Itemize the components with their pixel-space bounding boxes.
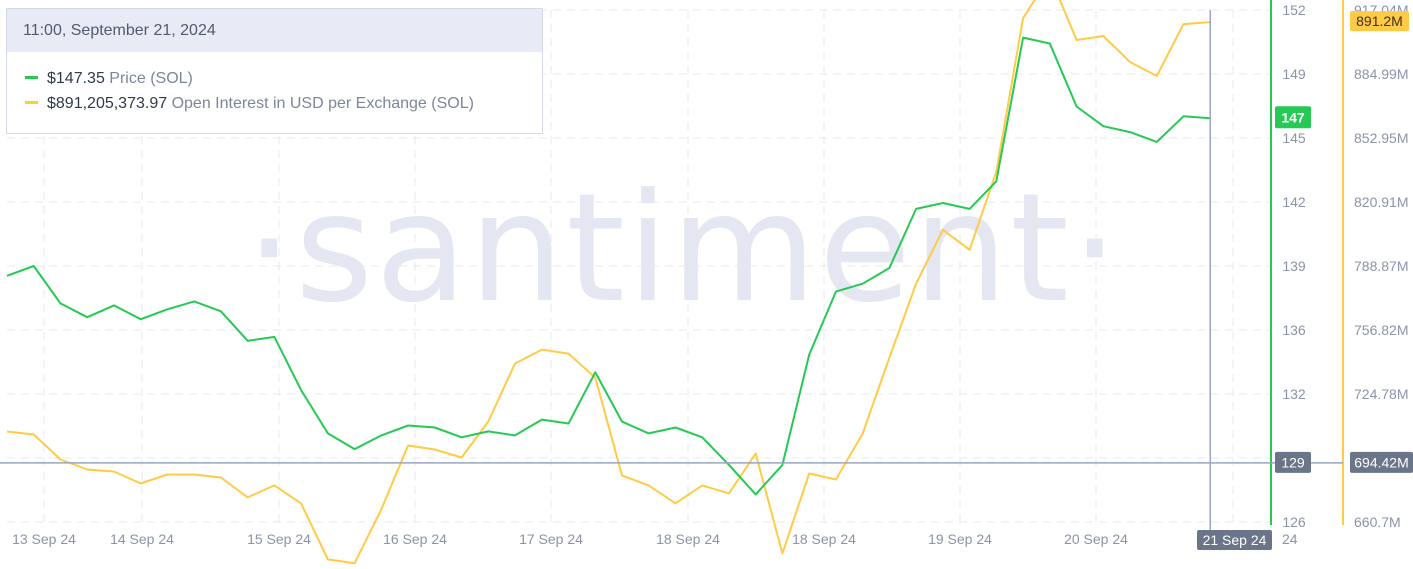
price-tick-label: 132 [1282,386,1306,402]
tooltip-datetime: 11:00, September 21, 2024 [7,9,542,52]
open-interest-tick-label: 724.78M [1354,386,1408,402]
open-interest-cursor-badge-bg [1350,451,1413,473]
open-interest-current-badge-text: 891.2M [1356,13,1403,29]
open-interest-cursor-badge: 694.42M [1350,451,1413,473]
open-interest-cursor-badge-text: 694.42M [1354,454,1408,470]
open-interest-current-badge: 891.2M [1350,11,1409,32]
tooltip-oi-label: Open Interest in USD per Exchange (SOL) [171,95,474,112]
price-line [6,36,1211,496]
x-tick-label: 18 Sep 24 [656,531,720,547]
price-cursor-badge: 129 [1275,451,1311,473]
price-tick-label: 152 [1282,2,1306,18]
x-tick-label: 13 Sep 24 [12,531,76,547]
axis-badges: 147 891.2M 129 694.42M 21 Sep 24 [1197,11,1413,550]
tooltip-row-price: $147.35 Price (SOL) [7,66,542,91]
open-interest-tick-label: 884.99M [1354,66,1408,82]
price-axis-ticks: 152 149 145 142 139 136 132 129 126 [1282,2,1306,530]
tooltip-oi-value: $891,205,373.97 [47,95,168,112]
open-interest-legend-swatch [25,100,38,104]
price-current-badge-bg [1275,106,1311,129]
open-interest-current-badge-bg [1350,11,1409,32]
x-tick-label: 17 Sep 24 [519,531,583,547]
x-tick-label: 14 Sep 24 [110,531,174,547]
x-tick-label: 15 Sep 24 [247,531,311,547]
date-cursor-badge-bg [1197,530,1272,550]
tooltip-price-label: Price (SOL) [109,70,193,87]
axes [1270,0,1344,525]
open-interest-tick-label: 852.95M [1354,130,1408,146]
price-tick-label: 149 [1282,66,1306,82]
x-tick-label: 18 Sep 24 [792,531,856,547]
price-legend-swatch [25,75,38,79]
chart-tooltip: 11:00, September 21, 2024 $147.35 Price … [6,8,543,134]
price-current-badge: 147 [1275,106,1311,129]
x-axis-ticks: 13 Sep 24 14 Sep 24 15 Sep 24 16 Sep 24 17 S… [12,531,1298,547]
open-interest-tick-label: 756.82M [1354,322,1408,338]
price-tick-label: 142 [1282,194,1306,210]
tooltip-price-value: $147.35 [47,70,105,87]
price-tick-label: 145 [1282,130,1306,146]
x-tick-label: 19 Sep 24 [928,531,992,547]
price-cursor-badge-bg [1275,451,1311,473]
price-tick-label: 139 [1282,258,1306,274]
x-tick-label: 16 Sep 24 [383,531,447,547]
date-cursor-badge: 21 Sep 24 [1197,530,1272,550]
open-interest-tick-label: 820.91M [1354,194,1408,210]
price-cursor-badge-text: 129 [1281,454,1305,470]
open-interest-tick-label: 788.87M [1354,258,1408,274]
series-layer [6,0,1211,565]
x-tick-label-trailing: 24 [1282,531,1298,547]
crosshair [0,10,1343,530]
x-tick-label: 20 Sep 24 [1064,531,1128,547]
open-interest-tick-label: 660.7M [1354,514,1401,530]
price-tick-label: 126 [1282,514,1306,530]
price-current-badge-text: 147 [1281,109,1305,125]
open-interest-line [6,0,1211,565]
tooltip-row-open-interest: $891,205,373.97 Open Interest in USD per… [7,91,542,116]
date-cursor-badge-text: 21 Sep 24 [1203,532,1267,548]
santiment-watermark: ·santiment· [245,162,1120,336]
price-tick-label: 136 [1282,322,1306,338]
open-interest-axis-ticks: 917.04M884.99M852.95M820.91M788.87M756.8… [1354,2,1408,530]
